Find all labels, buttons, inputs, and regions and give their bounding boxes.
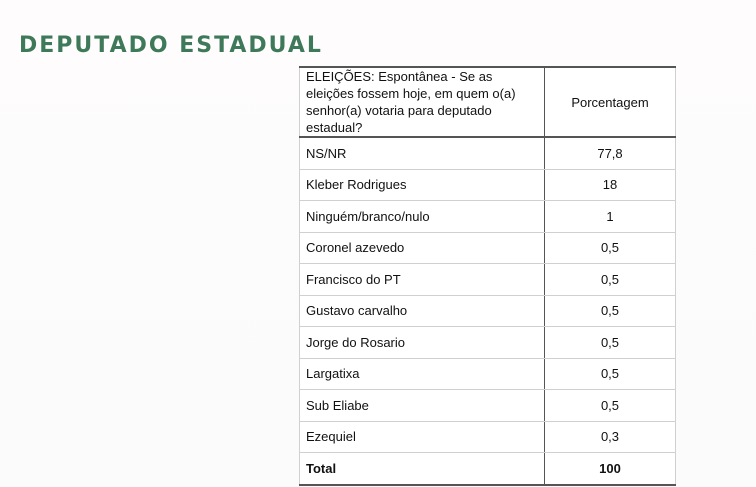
candidate-name: Sub Eliabe [299, 389, 545, 422]
table-row: Kleber Rodrigues 18 [299, 168, 676, 201]
total-row: Total 100 [299, 452, 676, 485]
candidate-name: Francisco do PT [299, 263, 545, 296]
table-row: Jorge do Rosario 0,5 [299, 326, 676, 359]
total-label: Total [299, 452, 545, 485]
candidate-name: Ezequiel [299, 420, 545, 453]
table-row: Ezequiel 0,3 [299, 420, 676, 453]
candidate-name: Ninguém/branco/nulo [299, 200, 545, 233]
percentage-value: 77,8 [544, 136, 676, 170]
percentage-value: 0,5 [544, 263, 676, 296]
header-percentage: Porcentagem [544, 66, 676, 138]
table-row: Ninguém/branco/nulo 1 [299, 200, 676, 233]
candidate-name: Kleber Rodrigues [299, 168, 545, 201]
candidate-name: Gustavo carvalho [299, 294, 545, 327]
table-row: NS/NR 77,8 [299, 136, 676, 170]
table-row: Francisco do PT 0,5 [299, 263, 676, 296]
table-header-row: ELEIÇÕES: Espontânea - Se as eleições fo… [299, 66, 676, 138]
percentage-value: 0,5 [544, 389, 676, 422]
candidate-name: NS/NR [299, 136, 545, 170]
percentage-value: 18 [544, 168, 676, 201]
page-title: DEPUTADO ESTADUAL [19, 33, 323, 58]
table-row: Gustavo carvalho 0,5 [299, 294, 676, 327]
candidate-name: Coronel azevedo [299, 231, 545, 264]
results-table: ELEIÇÕES: Espontânea - Se as eleições fo… [299, 66, 676, 486]
percentage-value: 0,3 [544, 420, 676, 453]
percentage-value: 0,5 [544, 357, 676, 390]
candidate-name: Largatixa [299, 357, 545, 390]
percentage-value: 1 [544, 200, 676, 233]
table-row: Sub Eliabe 0,5 [299, 389, 676, 422]
header-question: ELEIÇÕES: Espontânea - Se as eleições fo… [299, 66, 545, 138]
percentage-value: 0,5 [544, 231, 676, 264]
table-row: Coronel azevedo 0,5 [299, 231, 676, 264]
percentage-value: 0,5 [544, 294, 676, 327]
table-row: Largatixa 0,5 [299, 357, 676, 390]
percentage-value: 0,5 [544, 326, 676, 359]
candidate-name: Jorge do Rosario [299, 326, 545, 359]
total-value: 100 [544, 452, 676, 485]
